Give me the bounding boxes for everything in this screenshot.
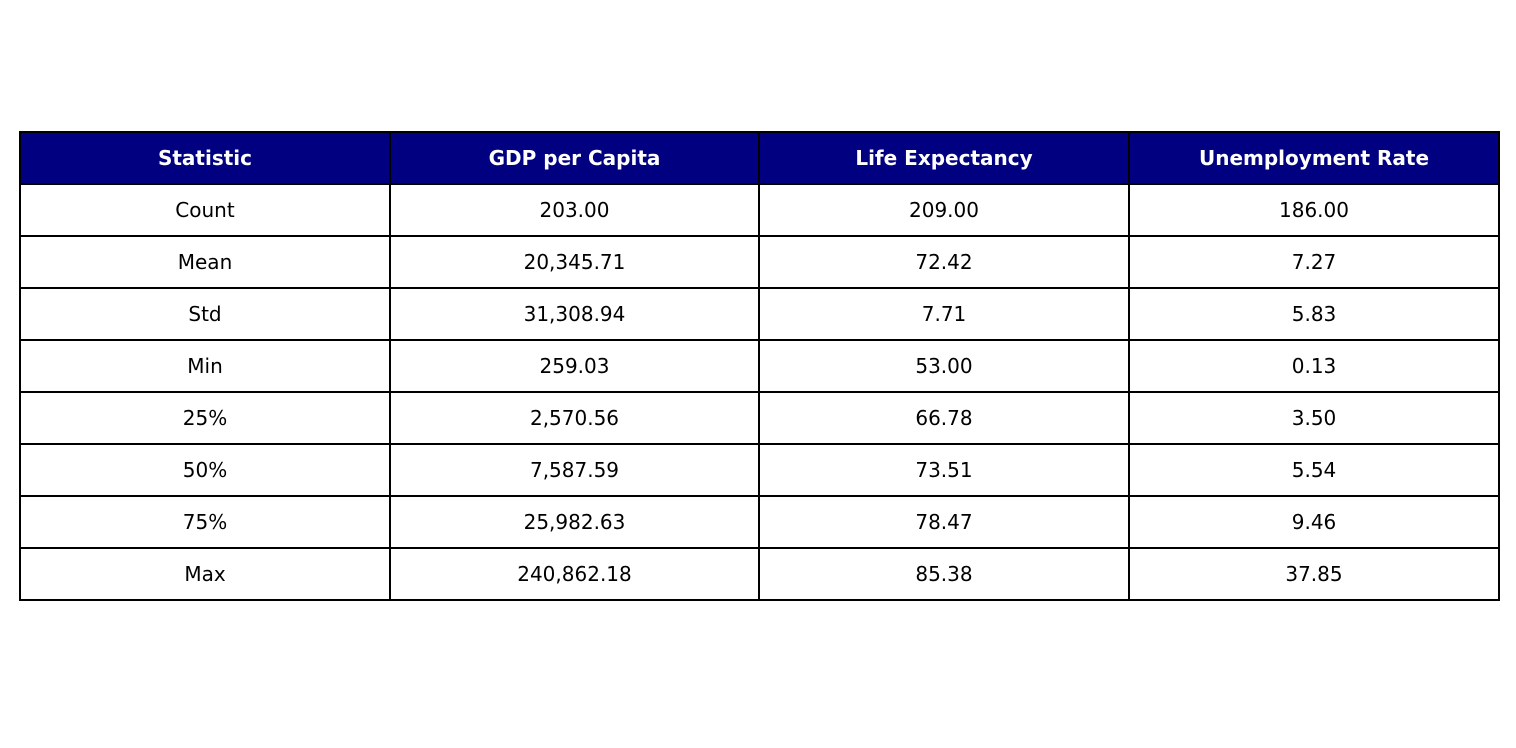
row-label-cell: 50%	[19, 443, 391, 497]
summary-statistics-table: Statistic GDP per Capita Life Expectancy…	[19, 131, 1500, 601]
row-label-cell: Max	[19, 547, 391, 601]
table-row: 75% 25,982.63 78.47 9.46	[19, 495, 1500, 549]
table-row: Std 31,308.94 7.71 5.83	[19, 287, 1500, 341]
table-row: Count 203.00 209.00 186.00	[19, 183, 1500, 237]
table-row: Max 240,862.18 85.38 37.85	[19, 547, 1500, 601]
gdp-cell: 203.00	[389, 183, 760, 237]
row-label-cell: Mean	[19, 235, 391, 289]
unemployment-cell: 3.50	[1128, 391, 1500, 445]
table-row: Mean 20,345.71 72.42 7.27	[19, 235, 1500, 289]
header-statistic: Statistic	[19, 131, 391, 185]
life-expectancy-cell: 72.42	[758, 235, 1130, 289]
gdp-cell: 31,308.94	[389, 287, 760, 341]
gdp-cell: 259.03	[389, 339, 760, 393]
unemployment-cell: 5.83	[1128, 287, 1500, 341]
life-expectancy-cell: 53.00	[758, 339, 1130, 393]
header-life-expectancy: Life Expectancy	[758, 131, 1130, 185]
unemployment-cell: 37.85	[1128, 547, 1500, 601]
life-expectancy-cell: 78.47	[758, 495, 1130, 549]
header-gdp-per-capita: GDP per Capita	[389, 131, 760, 185]
unemployment-cell: 9.46	[1128, 495, 1500, 549]
life-expectancy-cell: 66.78	[758, 391, 1130, 445]
gdp-cell: 25,982.63	[389, 495, 760, 549]
table-row: 50% 7,587.59 73.51 5.54	[19, 443, 1500, 497]
row-label-cell: 75%	[19, 495, 391, 549]
row-label-cell: Std	[19, 287, 391, 341]
table-header-row: Statistic GDP per Capita Life Expectancy…	[19, 131, 1500, 185]
gdp-cell: 7,587.59	[389, 443, 760, 497]
header-unemployment-rate: Unemployment Rate	[1128, 131, 1500, 185]
unemployment-cell: 5.54	[1128, 443, 1500, 497]
life-expectancy-cell: 73.51	[758, 443, 1130, 497]
row-label-cell: 25%	[19, 391, 391, 445]
unemployment-cell: 0.13	[1128, 339, 1500, 393]
unemployment-cell: 186.00	[1128, 183, 1500, 237]
table-row: Min 259.03 53.00 0.13	[19, 339, 1500, 393]
life-expectancy-cell: 7.71	[758, 287, 1130, 341]
life-expectancy-cell: 85.38	[758, 547, 1130, 601]
gdp-cell: 20,345.71	[389, 235, 760, 289]
row-label-cell: Min	[19, 339, 391, 393]
life-expectancy-cell: 209.00	[758, 183, 1130, 237]
gdp-cell: 2,570.56	[389, 391, 760, 445]
unemployment-cell: 7.27	[1128, 235, 1500, 289]
gdp-cell: 240,862.18	[389, 547, 760, 601]
row-label-cell: Count	[19, 183, 391, 237]
table-row: 25% 2,570.56 66.78 3.50	[19, 391, 1500, 445]
